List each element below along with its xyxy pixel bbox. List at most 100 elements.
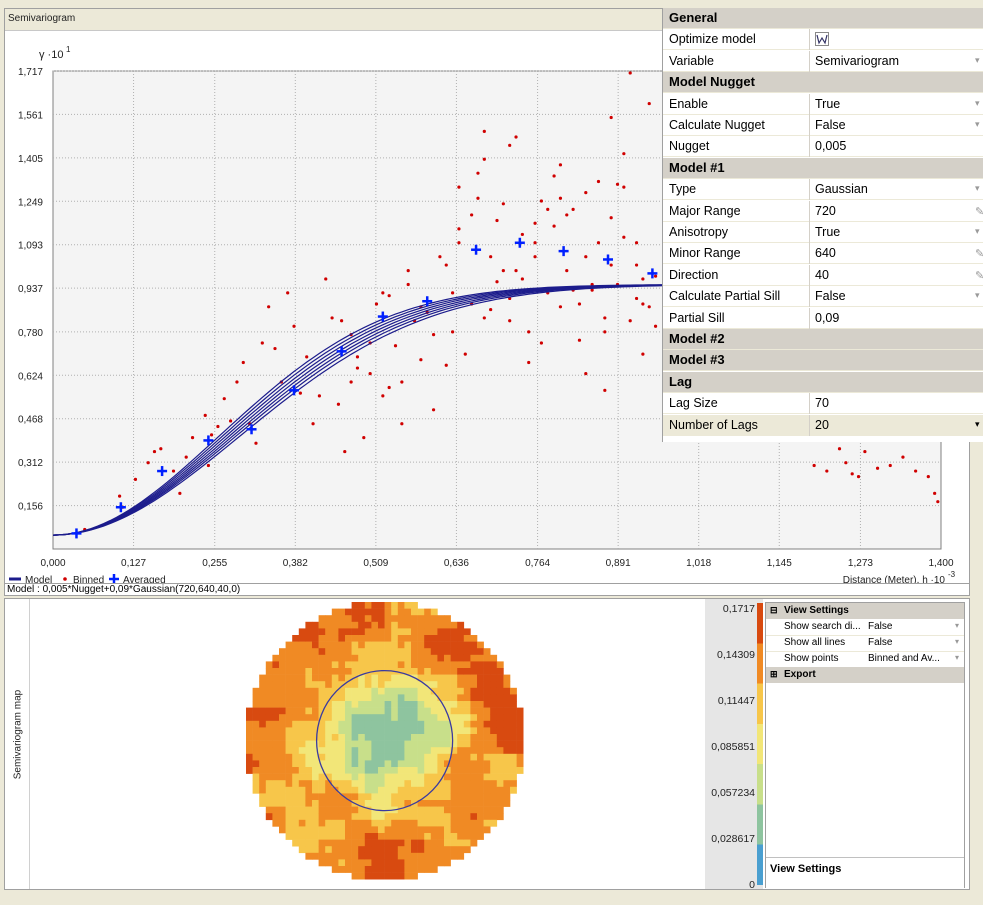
export-category[interactable]: ⊞ Export: [766, 667, 964, 683]
property-value[interactable]: 70: [815, 396, 829, 411]
property-row[interactable]: Enable True ▾: [663, 93, 983, 115]
view-settings-category[interactable]: ⊟ View Settings: [766, 603, 964, 619]
view-setting-row[interactable]: Show points Binned and Av... ▾: [766, 651, 964, 668]
map-cell: [285, 701, 293, 708]
property-row[interactable]: Partial Sill 0,09: [663, 307, 983, 329]
optimize-icon[interactable]: [815, 32, 829, 49]
property-row[interactable]: Minor Range 640 ✎: [663, 243, 983, 265]
expand-icon[interactable]: ⊞: [770, 669, 778, 679]
map-cell: [345, 668, 352, 675]
edit-pencil-icon[interactable]: ✎: [975, 248, 983, 261]
property-value[interactable]: Gaussian: [815, 182, 868, 197]
property-value[interactable]: 0,09: [815, 310, 840, 325]
property-category[interactable]: Lag: [663, 371, 983, 393]
map-cell: [338, 615, 346, 623]
collapse-icon[interactable]: ⊟: [770, 605, 778, 615]
property-row[interactable]: Optimize model: [663, 29, 983, 51]
map-cell: [325, 687, 333, 695]
property-row[interactable]: Calculate Partial Sill False ▾: [663, 286, 983, 308]
map-cell: [345, 687, 352, 695]
view-setting-value[interactable]: Binned and Av...: [868, 653, 940, 664]
edit-pencil-icon[interactable]: ✎: [975, 269, 983, 282]
dropdown-arrow-icon[interactable]: ▾: [975, 97, 980, 108]
property-row[interactable]: Type Gaussian ▾: [663, 179, 983, 201]
map-cell: [318, 767, 326, 774]
dropdown-arrow-icon[interactable]: ▾: [975, 183, 980, 194]
map-cell: [331, 767, 339, 774]
view-setting-value[interactable]: False: [868, 621, 893, 632]
dropdown-arrow-icon[interactable]: ▾: [975, 119, 980, 129]
dropdown-arrow-icon[interactable]: ▾: [975, 54, 980, 65]
property-row[interactable]: Direction 40 ✎: [663, 264, 983, 286]
map-cell: [424, 641, 432, 649]
property-value[interactable]: Semivariogram: [815, 53, 900, 68]
view-settings-footer-title: View Settings: [770, 863, 842, 875]
map-cell: [397, 780, 405, 788]
property-category[interactable]: Model #1: [663, 157, 983, 179]
view-setting-value[interactable]: False: [868, 637, 893, 648]
binned-point: [901, 455, 905, 459]
map-cell: [345, 833, 352, 840]
property-category[interactable]: Model Nugget: [663, 72, 983, 94]
property-grid[interactable]: General Optimize model Variable Semivariogr…: [662, 8, 983, 442]
property-value[interactable]: True: [815, 225, 841, 239]
map-cell: [444, 760, 451, 768]
property-row[interactable]: Nugget 0,005: [663, 136, 983, 158]
property-value[interactable]: False: [815, 289, 846, 304]
map-cell: [477, 760, 484, 768]
map-cell: [404, 740, 412, 748]
map-cell: [318, 786, 326, 794]
map-cell: [437, 760, 445, 768]
map-cell: [358, 615, 366, 623]
map-cell: [483, 760, 491, 768]
map-cell: [331, 819, 339, 827]
dropdown-arrow-icon[interactable]: ▾: [975, 226, 980, 236]
view-setting-row[interactable]: Show search di... False ▾: [766, 619, 964, 636]
property-row[interactable]: Lag Size 70: [663, 393, 983, 415]
property-row[interactable]: Major Range 720 ✎: [663, 200, 983, 222]
property-row[interactable]: Calculate Nugget False ▾: [663, 115, 983, 136]
map-cell: [503, 681, 511, 689]
dropdown-arrow-icon[interactable]: ▾: [955, 621, 960, 630]
map-cell: [371, 661, 379, 669]
map-cell: [437, 674, 445, 682]
view-settings-panel[interactable]: ⊟ View Settings Show search di... False ▾ S…: [765, 602, 965, 888]
property-row[interactable]: Anisotropy True ▾: [663, 222, 983, 243]
property-value[interactable]: 720: [815, 203, 836, 218]
map-cell: [404, 615, 412, 623]
map-cell: [490, 668, 498, 675]
map-cell: [325, 674, 333, 682]
binned-point: [933, 491, 937, 495]
property-category-label: Model Nugget: [669, 74, 755, 90]
property-value[interactable]: 640: [815, 246, 836, 261]
map-cell: [424, 793, 432, 801]
view-setting-row[interactable]: Show all lines False ▾: [766, 635, 964, 652]
dropdown-arrow-icon[interactable]: ▾: [955, 637, 960, 646]
map-cell: [483, 734, 491, 741]
map-cell: [430, 621, 438, 629]
binned-point: [476, 196, 480, 200]
map-cell: [417, 780, 425, 788]
edit-pencil-icon[interactable]: ✎: [975, 205, 983, 218]
dropdown-arrow-icon[interactable]: ▾: [975, 290, 980, 301]
property-value[interactable]: 20: [815, 417, 829, 432]
property-value[interactable]: 40: [815, 267, 829, 282]
dropdown-arrow-icon[interactable]: ▾: [955, 653, 960, 662]
property-row[interactable]: Variable Semivariogram ▾: [663, 50, 983, 72]
map-cell: [470, 753, 478, 761]
property-category[interactable]: General: [663, 8, 983, 29]
binned-point: [609, 216, 613, 220]
legend-value-label: 0,057234: [711, 787, 755, 799]
property-row[interactable]: Number of Lags 20 ▾: [663, 414, 983, 436]
dropdown-arrow-icon[interactable]: ▾: [975, 418, 980, 429]
view-settings-footer: View Settings: [766, 857, 964, 888]
property-value[interactable]: True: [815, 96, 841, 111]
map-cell: [358, 800, 366, 807]
property-value[interactable]: False: [815, 118, 846, 132]
property-category[interactable]: Model #2: [663, 329, 983, 350]
map-cell: [424, 767, 432, 774]
property-value[interactable]: 0,005: [815, 139, 847, 154]
semivariogram-map[interactable]: [235, 599, 535, 889]
property-category[interactable]: Model #3: [663, 350, 983, 372]
averaged-point: [558, 246, 569, 257]
